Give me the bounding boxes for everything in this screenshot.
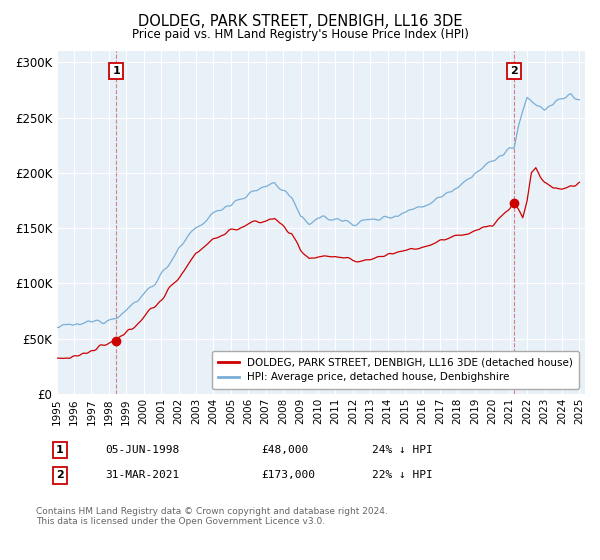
Text: 2: 2 <box>56 470 64 480</box>
Text: 1: 1 <box>56 445 64 455</box>
Text: Price paid vs. HM Land Registry's House Price Index (HPI): Price paid vs. HM Land Registry's House … <box>131 28 469 41</box>
Text: 05-JUN-1998: 05-JUN-1998 <box>105 445 179 455</box>
Text: 31-MAR-2021: 31-MAR-2021 <box>105 470 179 480</box>
Text: Contains HM Land Registry data © Crown copyright and database right 2024.
This d: Contains HM Land Registry data © Crown c… <box>36 507 388 526</box>
Text: DOLDEG, PARK STREET, DENBIGH, LL16 3DE: DOLDEG, PARK STREET, DENBIGH, LL16 3DE <box>138 14 462 29</box>
Text: £48,000: £48,000 <box>261 445 308 455</box>
Text: 2: 2 <box>510 66 518 76</box>
Text: 22% ↓ HPI: 22% ↓ HPI <box>372 470 433 480</box>
Text: £173,000: £173,000 <box>261 470 315 480</box>
Text: 24% ↓ HPI: 24% ↓ HPI <box>372 445 433 455</box>
Text: 1: 1 <box>112 66 120 76</box>
Legend: DOLDEG, PARK STREET, DENBIGH, LL16 3DE (detached house), HPI: Average price, det: DOLDEG, PARK STREET, DENBIGH, LL16 3DE (… <box>212 351 580 389</box>
